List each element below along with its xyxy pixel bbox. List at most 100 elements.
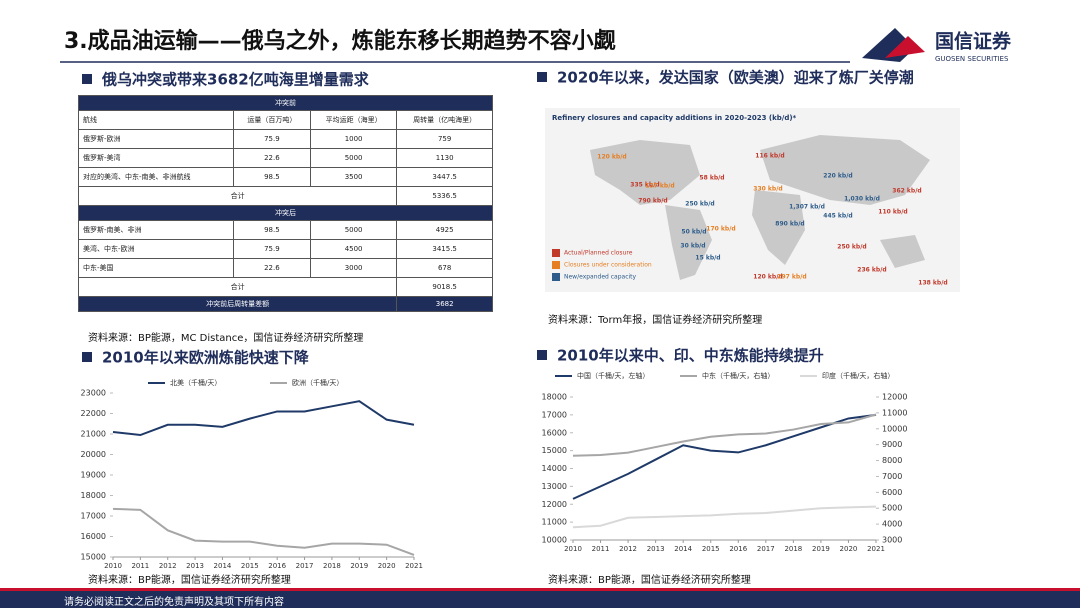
table-cell: 3415.5 [396, 239, 493, 259]
table-cell: 对应的美湾、中东-南美、非洲航线 [78, 167, 234, 187]
x-tick-label: 2017 [757, 545, 775, 553]
map-land [590, 135, 930, 280]
table-row: 冲突前后周转量差额 3682 [77, 296, 493, 312]
table-cell: 3447.5 [396, 167, 493, 187]
table-cell: 4925 [396, 220, 493, 240]
x-tick-label: 2011 [592, 545, 610, 553]
table-cell: 98.5 [232, 220, 311, 240]
map-label: 220 kb/d [823, 173, 852, 180]
y2-tick-label: 8000 [882, 456, 902, 465]
table-cell: 合计 [77, 186, 398, 206]
series-line [112, 400, 415, 437]
table-cell: 平均运距（海里） [309, 110, 398, 130]
y-tick-label: 10000 [542, 536, 567, 545]
footer-text: 请务必阅读正文之后的免责声明及其项下所有内容 [64, 597, 284, 608]
table-cell: 冲突前 [78, 95, 493, 111]
table-cell: 5000 [309, 148, 398, 168]
y-tick-label: 19000 [81, 471, 106, 480]
y2-tick-label: 10000 [882, 424, 907, 433]
section-title: 2010年以来欧洲炼能快速下降 [102, 349, 310, 367]
y2-tick-label: 12000 [882, 393, 907, 402]
y-tick-label: 14000 [542, 464, 567, 473]
y-tick-label: 15000 [542, 446, 567, 455]
slide-title: 3.成品油运输——俄乌之外，炼能东移长期趋势不容小觑 [64, 28, 616, 54]
table-cell: 22.6 [232, 148, 311, 168]
map-background [545, 108, 960, 292]
table-cell: 9018.5 [396, 277, 493, 297]
bullet [537, 350, 547, 360]
y2-tick-label: 7000 [882, 472, 902, 481]
map-label: 15 kb/d [695, 255, 720, 262]
table-cell: 759 [396, 129, 493, 149]
y-tick-label: 17000 [81, 512, 106, 521]
bullet [82, 74, 92, 84]
legend-label: Actual/Planned closure [564, 250, 633, 257]
table-cell: 运量（百万吨） [232, 110, 311, 130]
x-tick-label: 2018 [323, 562, 341, 570]
footer-bar [0, 591, 1080, 608]
y-tick-label: 23000 [81, 389, 106, 398]
table-row: 冲突后 [78, 205, 493, 221]
bullet [82, 352, 92, 362]
y-tick-label: 17000 [542, 410, 567, 419]
table-cell: 俄罗斯-欧洲 [78, 129, 234, 149]
x-tick-label: 2020 [840, 545, 858, 553]
y-tick-label: 16000 [542, 428, 567, 437]
table-row: 中东-美国 22.6 3000 678 [78, 258, 493, 278]
y2-tick-label: 3000 [882, 536, 902, 545]
x-tick-label: 2013 [647, 545, 665, 553]
x-tick-label: 2010 [564, 545, 582, 553]
table-cell: 俄罗斯-南美、非洲 [78, 220, 234, 240]
y2-tick-label: 4000 [882, 520, 902, 529]
map-label: 250 kb/d [685, 201, 714, 208]
map-label: 236 kb/d [857, 267, 886, 274]
y-tick-label: 15000 [81, 553, 106, 562]
table-cell: 4500 [309, 239, 398, 259]
table-cell: 75.9 [232, 239, 311, 259]
map-label: 110 kb/d [878, 209, 907, 216]
map-label: 362 kb/d [892, 188, 921, 195]
source: 资料来源：BP能源，MC Distance，国信证券经济研究所整理 [88, 331, 363, 344]
map-label: 890 kb/d [775, 221, 804, 228]
x-tick-label: 2012 [619, 545, 637, 553]
map-label: 297 kb/d [777, 274, 806, 281]
table-row: 俄罗斯-欧洲 75.9 1000 759 [78, 129, 493, 149]
table-row: 美湾、中东-欧洲 75.9 4500 3415.5 [78, 239, 493, 259]
logo-text: GUOSEN SECURITIES [935, 55, 1009, 63]
x-tick-label: 2017 [296, 562, 314, 570]
x-tick-label: 2016 [729, 545, 747, 553]
table-cell: 航线 [78, 110, 234, 130]
series-line [572, 413, 877, 457]
map-label: 790 kb/d [638, 198, 667, 205]
y-tick-label: 12000 [542, 500, 567, 509]
map-label: 120 kb/d [597, 154, 626, 161]
logo-mark [885, 36, 925, 58]
x-tick-label: 2012 [159, 562, 177, 570]
table-cell: 俄罗斯-美湾 [78, 148, 234, 168]
data-table: 冲突前 航线 运量（百万吨） 平均运距（海里） 周转量（亿吨海里） 俄罗斯-欧洲 75.9 1… [77, 95, 493, 312]
x-tick-label: 2021 [405, 562, 423, 570]
table-cell: 周转量（亿吨海里） [396, 110, 493, 130]
table-cell: 1000 [309, 129, 398, 149]
x-tick-label: 2010 [104, 562, 122, 570]
x-tick-label: 2020 [378, 562, 396, 570]
x-tick-label: 2013 [186, 562, 204, 570]
map-label: 1,307 kb/d [789, 204, 825, 211]
table-cell: 美湾、中东-欧洲 [78, 239, 234, 259]
y-tick-label: 11000 [542, 518, 567, 527]
table-row: 俄罗斯-南美、非洲 98.5 5000 4925 [78, 220, 493, 240]
table-cell: 5336.5 [396, 186, 493, 206]
map-label: 250 kb/d [837, 244, 866, 251]
map-label: 120 kb/d [753, 274, 782, 281]
footer-bar [0, 588, 1080, 591]
table-cell: 98.5 [232, 167, 311, 187]
table-cell: 3500 [309, 167, 398, 187]
table-row: 航线 运量（百万吨） 平均运距（海里） 周转量（亿吨海里） [78, 110, 493, 130]
section-title: 2020年以来，发达国家（欧美澳）迎来了炼厂关停潮 [557, 69, 914, 87]
table-cell: 冲突后 [78, 205, 493, 221]
table-cell: 中东-美国 [78, 258, 234, 278]
series-line [112, 507, 415, 556]
x-tick-label: 2015 [241, 562, 259, 570]
map-label: 138 kb/d [918, 280, 947, 287]
